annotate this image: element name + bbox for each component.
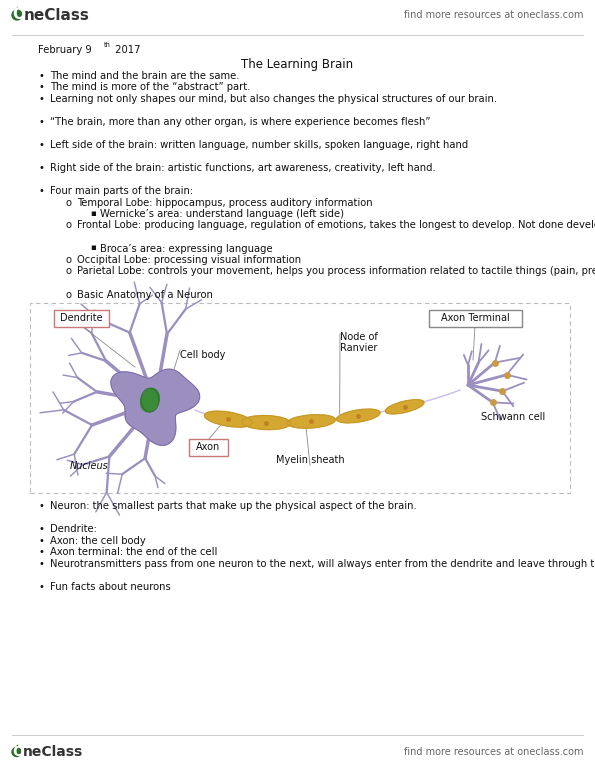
Text: find more resources at oneclass.com: find more resources at oneclass.com [403, 747, 583, 757]
Text: February 9: February 9 [38, 45, 92, 55]
Text: Frontal Lobe: producing language, regulation of emotions, takes the longest to d: Frontal Lobe: producing language, regula… [77, 220, 595, 230]
Ellipse shape [242, 416, 290, 430]
Text: Schwann cell: Schwann cell [481, 412, 545, 422]
FancyBboxPatch shape [30, 303, 570, 494]
Text: Left side of the brain: written language, number skills, spoken language, right : Left side of the brain: written language… [50, 140, 468, 150]
Text: o: o [65, 255, 71, 265]
Text: 2017: 2017 [112, 45, 140, 55]
Text: The mind and the brain are the same.: The mind and the brain are the same. [50, 71, 240, 81]
Text: •: • [38, 82, 44, 92]
Text: •: • [38, 71, 44, 81]
Text: Wernicke’s area: understand language (left side): Wernicke’s area: understand language (le… [100, 209, 344, 219]
Text: neClass: neClass [24, 8, 89, 22]
Text: Axon: Axon [196, 442, 220, 452]
Text: Parietal Lobe: controls your movement, helps you process information related to : Parietal Lobe: controls your movement, h… [77, 266, 595, 276]
Text: •: • [38, 536, 44, 546]
Text: Neurotransmitters pass from one neuron to the next, will always enter from the d: Neurotransmitters pass from one neuron t… [50, 559, 595, 569]
Ellipse shape [337, 409, 380, 423]
Ellipse shape [287, 415, 336, 428]
Text: •: • [38, 94, 44, 104]
Ellipse shape [386, 400, 424, 413]
Circle shape [12, 748, 21, 756]
Text: Nucleus: Nucleus [70, 461, 109, 471]
Text: Four main parts of the brain:: Four main parts of the brain: [50, 186, 193, 196]
Text: Right side of the brain: artistic functions, art awareness, creativity, left han: Right side of the brain: artistic functi… [50, 163, 436, 173]
FancyBboxPatch shape [428, 310, 521, 326]
Text: Axon: the cell body: Axon: the cell body [50, 536, 146, 546]
Text: •: • [38, 186, 44, 196]
Text: O: O [12, 745, 24, 758]
Text: Occipital Lobe: processing visual information: Occipital Lobe: processing visual inform… [77, 255, 301, 265]
Text: •: • [38, 117, 44, 127]
Text: •: • [38, 501, 44, 511]
Text: Dendrite: Dendrite [60, 313, 102, 323]
Text: o: o [65, 220, 71, 230]
Text: •: • [38, 547, 44, 557]
Text: Node of
Ranvier: Node of Ranvier [340, 332, 378, 353]
Text: The mind is more of the “abstract” part.: The mind is more of the “abstract” part. [50, 82, 250, 92]
Polygon shape [111, 369, 200, 445]
FancyBboxPatch shape [189, 439, 227, 456]
Text: Broca’s area: expressing language: Broca’s area: expressing language [100, 243, 273, 253]
Text: Dendrite:: Dendrite: [50, 524, 97, 534]
Text: ▪: ▪ [90, 243, 96, 253]
Text: Axon terminal: the end of the cell: Axon terminal: the end of the cell [50, 547, 217, 557]
Text: Temporal Lobe: hippocampus, process auditory information: Temporal Lobe: hippocampus, process audi… [77, 197, 372, 207]
Text: O: O [12, 7, 26, 22]
FancyBboxPatch shape [54, 310, 108, 326]
Text: “The brain, more than any other organ, is where experience becomes flesh”: “The brain, more than any other organ, i… [50, 117, 431, 127]
Text: Basic Anatomy of a Neuron: Basic Anatomy of a Neuron [77, 290, 213, 300]
Text: o: o [65, 290, 71, 300]
Text: •: • [38, 163, 44, 173]
Text: o: o [65, 197, 71, 207]
Text: Learning not only shapes our mind, but also changes the physical structures of o: Learning not only shapes our mind, but a… [50, 94, 497, 104]
Text: Neuron: the smallest parts that make up the physical aspect of the brain.: Neuron: the smallest parts that make up … [50, 501, 416, 511]
Text: th: th [104, 42, 111, 48]
Text: Axon Terminal: Axon Terminal [441, 313, 509, 323]
Text: Myelin sheath: Myelin sheath [275, 455, 345, 465]
Text: Cell body: Cell body [180, 350, 226, 360]
Text: •: • [38, 140, 44, 150]
Text: •: • [38, 524, 44, 534]
Ellipse shape [140, 388, 159, 412]
Text: ▪: ▪ [90, 209, 96, 218]
Ellipse shape [205, 411, 252, 427]
Text: The Learning Brain: The Learning Brain [241, 58, 353, 71]
Text: Fun facts about neurons: Fun facts about neurons [50, 582, 171, 592]
Text: find more resources at oneclass.com: find more resources at oneclass.com [403, 10, 583, 20]
Text: o: o [65, 266, 71, 276]
Circle shape [12, 10, 22, 20]
Text: •: • [38, 559, 44, 569]
Text: •: • [38, 582, 44, 592]
Text: neClass: neClass [23, 745, 83, 759]
